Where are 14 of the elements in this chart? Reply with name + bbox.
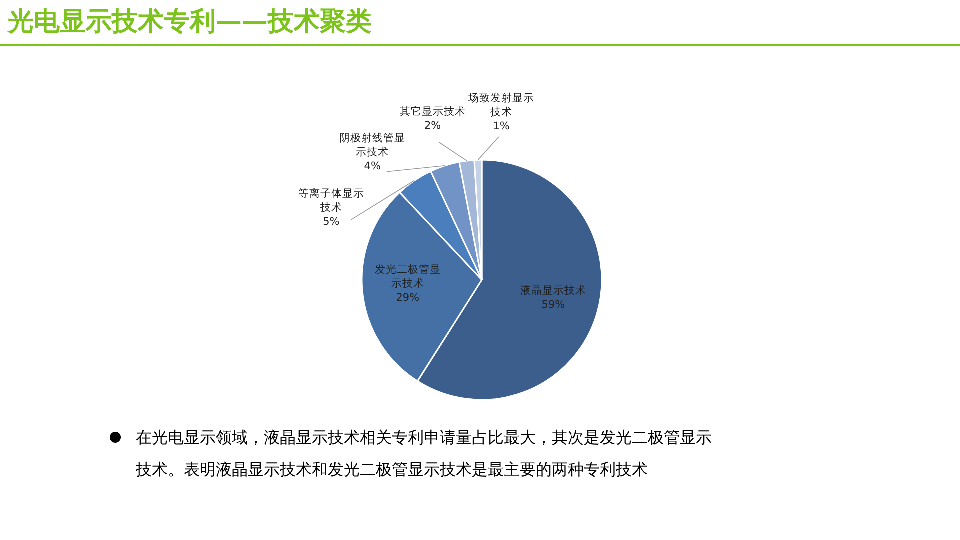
slice-label: 其它显示技术 — [400, 104, 466, 118]
data-label: 1% — [493, 120, 510, 133]
chart-title: 光电显示技术专利——技术聚类 — [8, 6, 372, 39]
slice-label: 场致发射显示技术 — [468, 92, 535, 119]
data-label: 4% — [364, 160, 381, 173]
text: 在光电显示领域，液晶显示技术相关专利申请量占比最大，其次是发光二极管显示技术。表明液晶显示技术和发光二极管显示技术是最主要的两种专利技术 — [136, 427, 713, 481]
slice-label: 发光二极管显示技术 — [374, 263, 441, 290]
slice-label: 等离子体显示技术 — [298, 187, 364, 214]
data-label: 29% — [396, 292, 420, 304]
data-label: 2% — [424, 120, 442, 132]
data-label: 5% — [323, 216, 340, 228]
data-label: 59% — [542, 298, 566, 311]
slice-label: 阴极射线管显示技术 — [340, 132, 406, 159]
slice-label: 液晶显示技术 — [520, 284, 586, 297]
